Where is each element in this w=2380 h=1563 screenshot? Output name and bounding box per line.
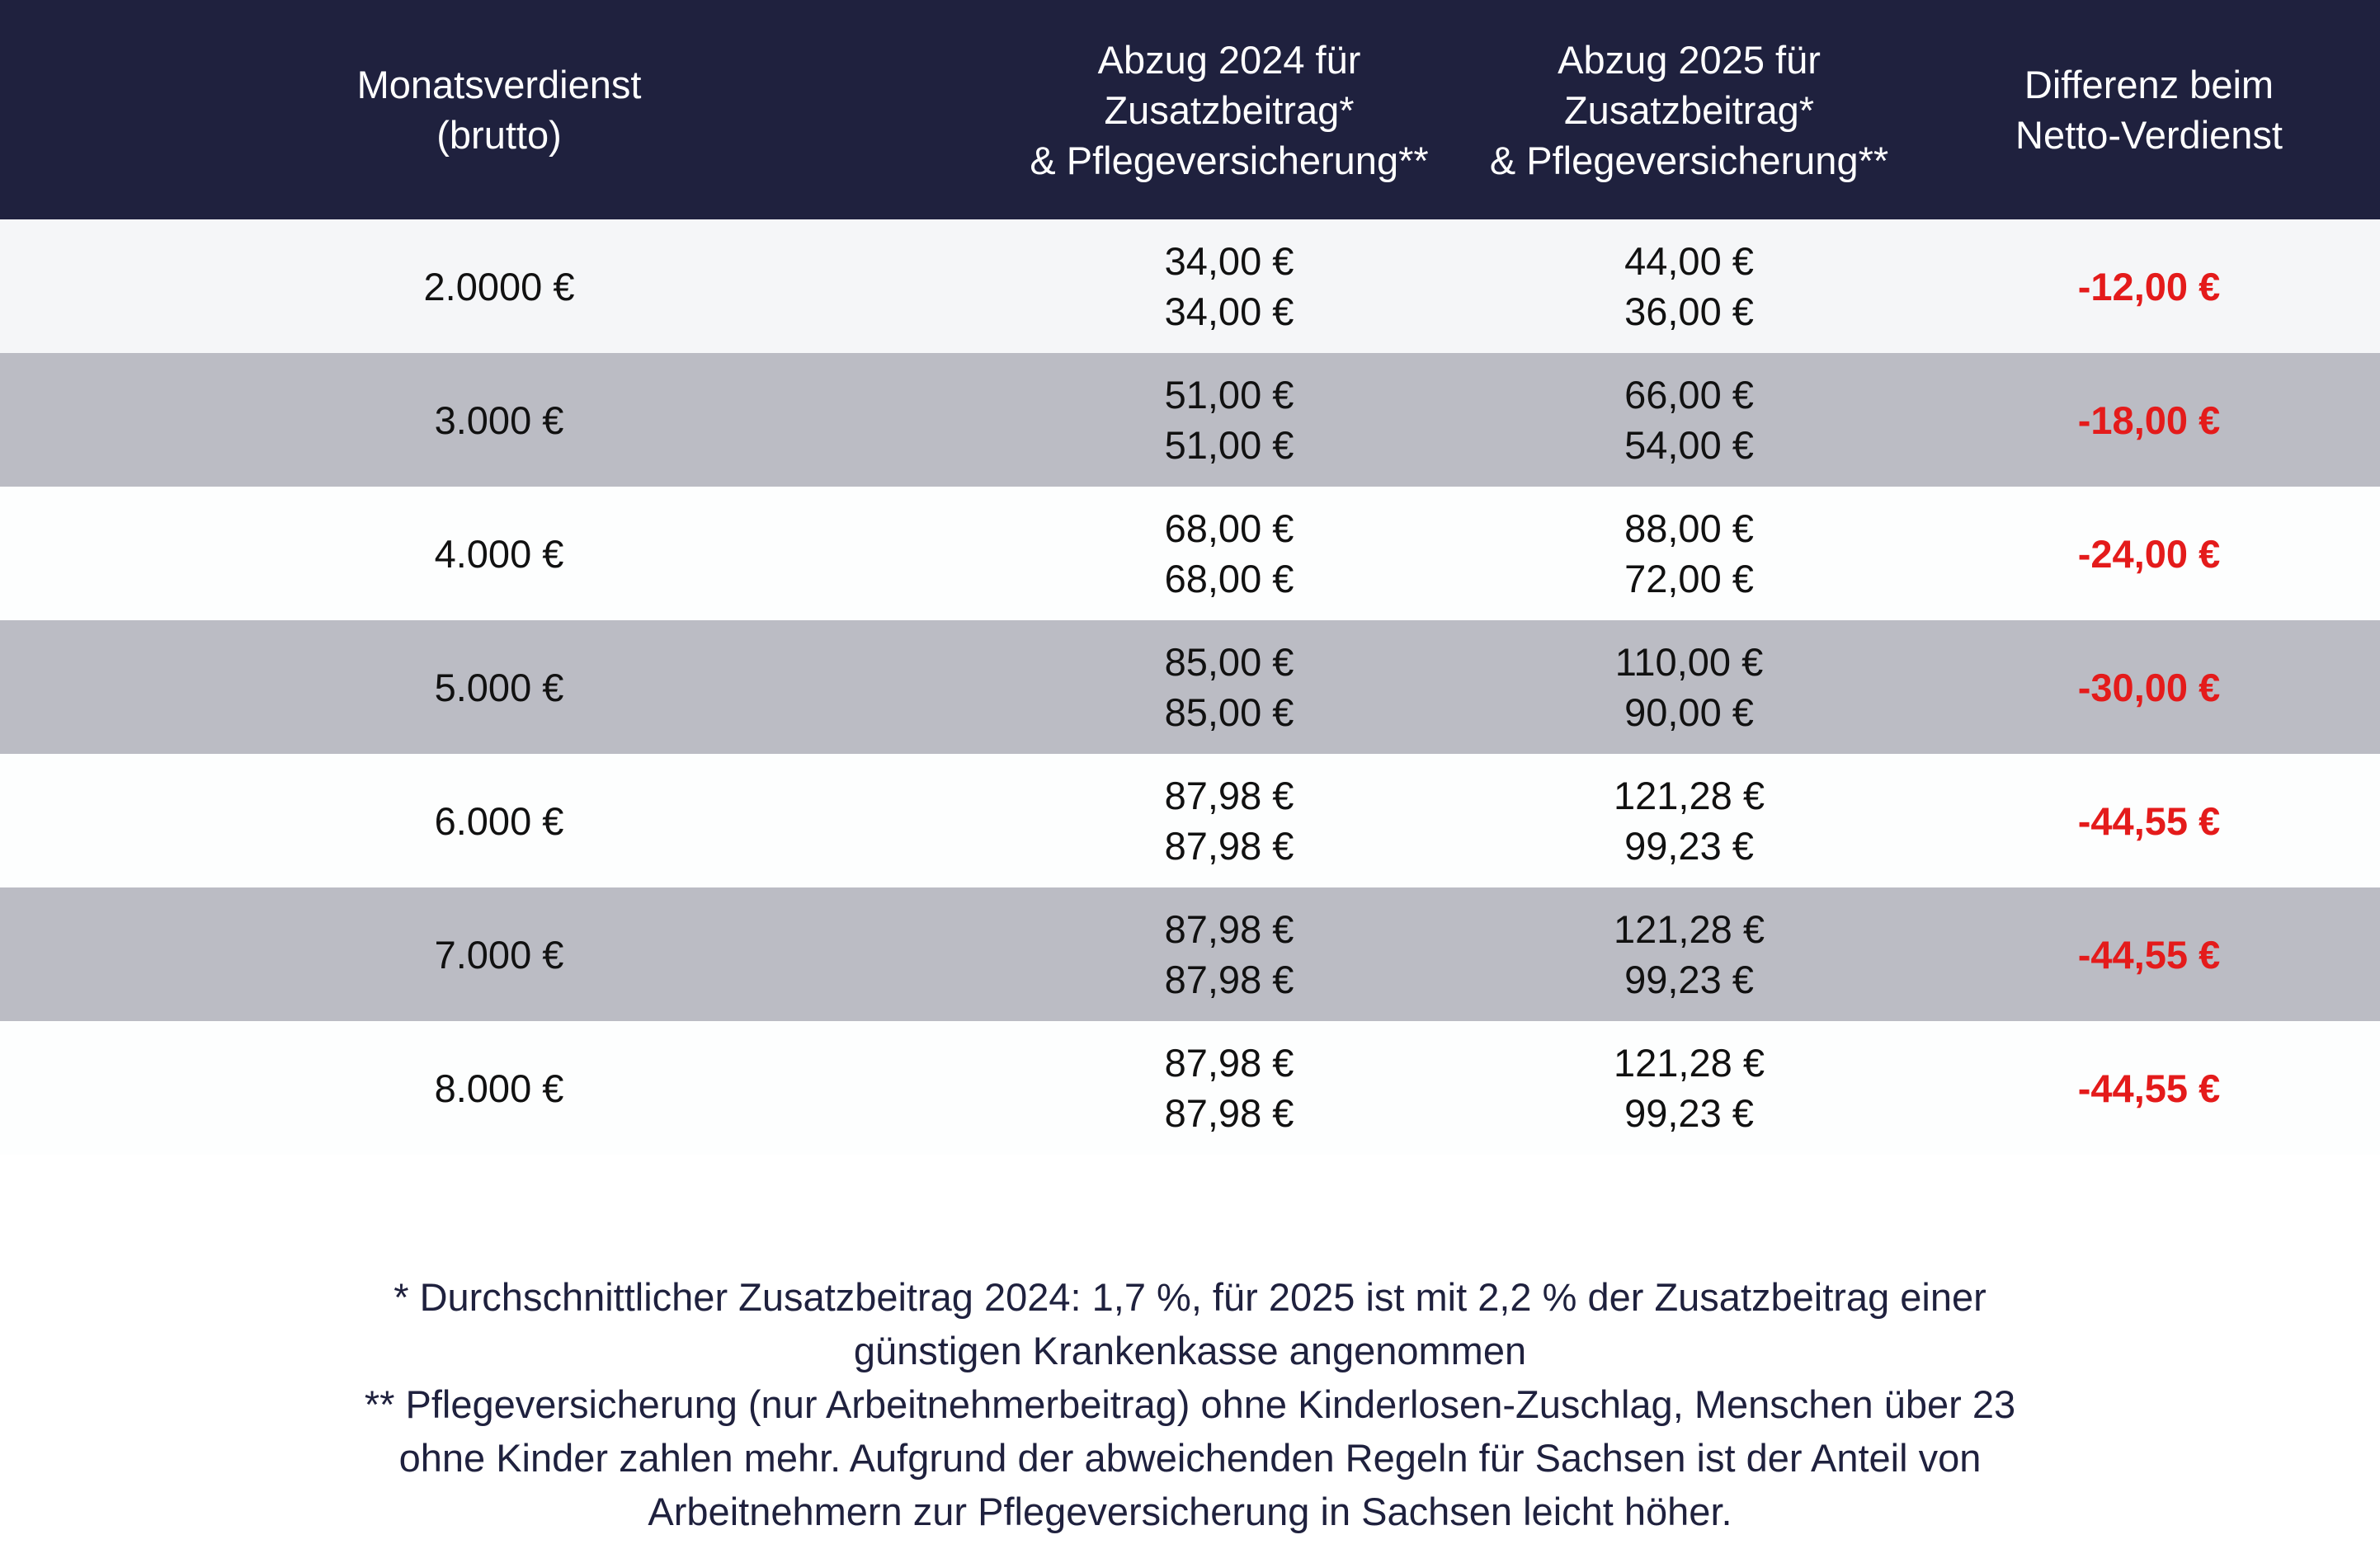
deduction-2025-value: 66,00 € — [1624, 373, 1754, 417]
table-row: 2.0000 € 34,00 € 34,00 € 44,00 € 36,00 €… — [0, 219, 2380, 353]
deduction-2024-value: 87,98 € — [1164, 958, 1294, 1001]
deduction-2024-value: 87,98 € — [1164, 1091, 1294, 1135]
deduction-2025-value: 121,28 € — [1614, 1041, 1765, 1085]
difference-cell: -30,00 € — [2077, 665, 2221, 709]
footnote-line: * Durchschnittlicher Zusatzbeitrag 2024:… — [394, 1275, 1986, 1319]
deduction-2025-value: 36,00 € — [1624, 290, 1754, 333]
footnote-line: ohne Kinder zahlen mehr. Aufgrund der ab… — [398, 1436, 1982, 1480]
salary-cell: 6.000 € — [434, 798, 564, 843]
deduction-2024-cell: 34,00 € 34,00 € — [998, 219, 1460, 353]
deduction-2025-cell: 121,28 € 99,23 € — [1460, 754, 1918, 887]
difference-cell: -18,00 € — [2077, 398, 2221, 442]
table-row: 7.000 € 87,98 € 87,98 € 121,28 € 99,23 €… — [0, 887, 2380, 1021]
table-row: 4.000 € 68,00 € 68,00 € 88,00 € 72,00 € … — [0, 487, 2380, 620]
deduction-2024-value: 68,00 € — [1164, 506, 1294, 550]
deduction-2025-value: 88,00 € — [1624, 506, 1754, 550]
header-monthly-salary: Monatsverdienst (brutto) — [356, 63, 642, 157]
salary-cell: 4.000 € — [434, 531, 564, 576]
difference-cell: -44,55 € — [2077, 1066, 2221, 1110]
difference-cell: -44,55 € — [2077, 798, 2221, 843]
deduction-2025-value: 90,00 € — [1624, 690, 1754, 734]
table-row: 6.000 € 87,98 € 87,98 € 121,28 € 99,23 €… — [0, 754, 2380, 887]
deduction-2024-value: 85,00 € — [1164, 690, 1294, 734]
salary-cell: 2.0000 € — [423, 264, 575, 308]
footnotes: * Durchschnittlicher Zusatzbeitrag 2024:… — [165, 1270, 2215, 1538]
deduction-2024-cell: 87,98 € 87,98 € — [998, 887, 1460, 1021]
header-deduction-2024: Abzug 2024 für Zusatzbeitrag* & Pflegeve… — [1030, 37, 1429, 182]
salary-cell: 5.000 € — [434, 665, 564, 709]
difference-cell: -24,00 € — [2077, 531, 2221, 576]
deduction-2024-cell: 51,00 € 51,00 € — [998, 353, 1460, 487]
footnote-line: ** Pflegeversicherung (nur Arbeitnehmerb… — [364, 1382, 2016, 1426]
table-row: 8.000 € 87,98 € 87,98 € 121,28 € 99,23 €… — [0, 1021, 2380, 1155]
deduction-2025-cell: 121,28 € 99,23 € — [1460, 887, 1918, 1021]
deduction-2024-value: 68,00 € — [1164, 557, 1294, 600]
header-net-difference: Differenz beim Netto-Verdienst — [2015, 63, 2283, 157]
deduction-2025-cell: 88,00 € 72,00 € — [1460, 487, 1918, 620]
deduction-2024-cell: 87,98 € 87,98 € — [998, 754, 1460, 887]
deduction-2025-value: 44,00 € — [1624, 239, 1754, 283]
deduction-2024-value: 34,00 € — [1164, 290, 1294, 333]
deduction-2024-cell: 85,00 € 85,00 € — [998, 620, 1460, 754]
footnote-line: Arbeitnehmern zur Pflegeversicherung in … — [648, 1490, 1732, 1533]
deduction-2024-value: 87,98 € — [1164, 907, 1294, 951]
deduction-2025-cell: 121,28 € 99,23 € — [1460, 1021, 1918, 1155]
table-body: 2.0000 € 34,00 € 34,00 € 44,00 € 36,00 €… — [0, 219, 2380, 1155]
deduction-2025-value: 110,00 € — [1614, 640, 1764, 684]
table-row: 3.000 € 51,00 € 51,00 € 66,00 € 54,00 € … — [0, 353, 2380, 487]
deduction-2025-value: 99,23 € — [1624, 1091, 1754, 1135]
salary-cell: 8.000 € — [434, 1066, 564, 1110]
deduction-2025-cell: 110,00 € 90,00 € — [1460, 620, 1918, 754]
deduction-2025-cell: 66,00 € 54,00 € — [1460, 353, 1918, 487]
header-deduction-2025: Abzug 2025 für Zusatzbeitrag* & Pflegeve… — [1489, 37, 1889, 182]
deduction-2025-value: 121,28 € — [1614, 907, 1765, 951]
salary-cell: 7.000 € — [434, 932, 564, 977]
footnote-line: günstigen Krankenkasse angenommen — [853, 1329, 1527, 1372]
difference-cell: -12,00 € — [2077, 264, 2221, 308]
table-row: 5.000 € 85,00 € 85,00 € 110,00 € 90,00 €… — [0, 620, 2380, 754]
deduction-2025-cell: 44,00 € 36,00 € — [1460, 219, 1918, 353]
deduction-2024-value: 51,00 € — [1164, 423, 1294, 467]
deduction-2025-value: 99,23 € — [1624, 824, 1754, 868]
deduction-2024-value: 34,00 € — [1164, 239, 1294, 283]
deduction-2025-value: 121,28 € — [1614, 774, 1765, 817]
salary-cell: 3.000 € — [434, 398, 564, 442]
deduction-2025-value: 72,00 € — [1624, 557, 1754, 600]
deduction-2024-value: 87,98 € — [1164, 774, 1294, 817]
deduction-2025-value: 54,00 € — [1624, 423, 1754, 467]
deduction-2025-value: 99,23 € — [1624, 958, 1754, 1001]
deduction-2024-value: 51,00 € — [1164, 373, 1294, 417]
deduction-2024-cell: 87,98 € 87,98 € — [998, 1021, 1460, 1155]
deduction-2024-value: 87,98 € — [1164, 1041, 1294, 1085]
deduction-2024-cell: 68,00 € 68,00 € — [998, 487, 1460, 620]
table-header: Monatsverdienst (brutto) Abzug 2024 für … — [0, 0, 2380, 219]
difference-cell: -44,55 € — [2077, 932, 2221, 977]
deduction-2024-value: 85,00 € — [1164, 640, 1294, 684]
deduction-2024-value: 87,98 € — [1164, 824, 1294, 868]
